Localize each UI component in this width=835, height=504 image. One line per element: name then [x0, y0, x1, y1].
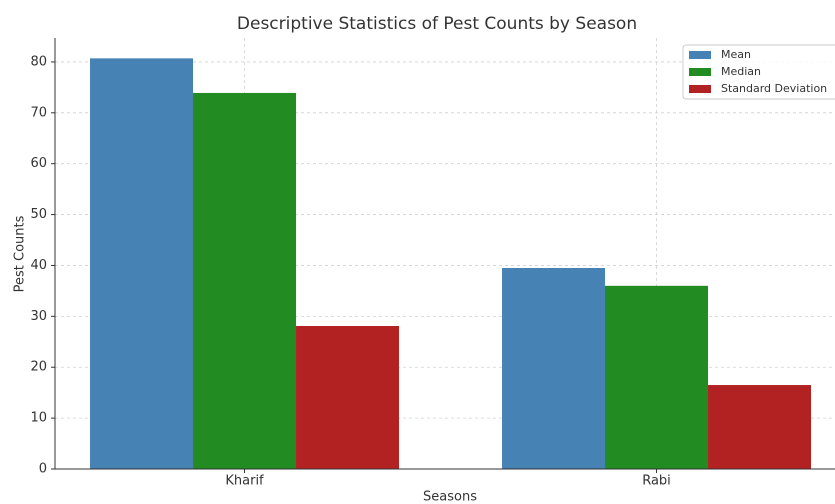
y-tick-label: 20 — [30, 360, 47, 375]
legend-swatch — [689, 51, 711, 59]
chart-title: Descriptive Statistics of Pest Counts by… — [237, 14, 637, 34]
y-tick-label: 50 — [30, 207, 47, 222]
bar — [605, 285, 709, 469]
x-tick-label: Kharif — [225, 474, 264, 489]
y-tick-label: 70 — [30, 105, 47, 120]
bar — [708, 385, 812, 469]
y-tick-label: 10 — [30, 411, 47, 426]
y-tick-label: 40 — [30, 258, 47, 273]
legend-label: Mean — [721, 48, 751, 61]
legend: Mean Median Standard Deviation — [682, 44, 835, 100]
bar — [296, 326, 400, 469]
y-tick-label: 0 — [39, 462, 47, 477]
legend-swatch — [689, 85, 711, 93]
bar — [193, 92, 297, 470]
bar — [502, 268, 606, 469]
y-tick-label: 60 — [30, 156, 47, 171]
legend-label: Standard Deviation — [721, 82, 827, 95]
legend-swatch — [689, 68, 711, 76]
legend-label: Median — [721, 65, 761, 78]
y-tick-label: 30 — [30, 309, 47, 324]
legend-box — [682, 44, 835, 100]
y-axis-label: Pest Counts — [13, 215, 28, 292]
x-tick-label: Rabi — [642, 474, 671, 489]
y-tick-label: 80 — [30, 54, 47, 69]
x-axis-label: Seasons — [423, 490, 477, 504]
bar — [90, 58, 194, 470]
